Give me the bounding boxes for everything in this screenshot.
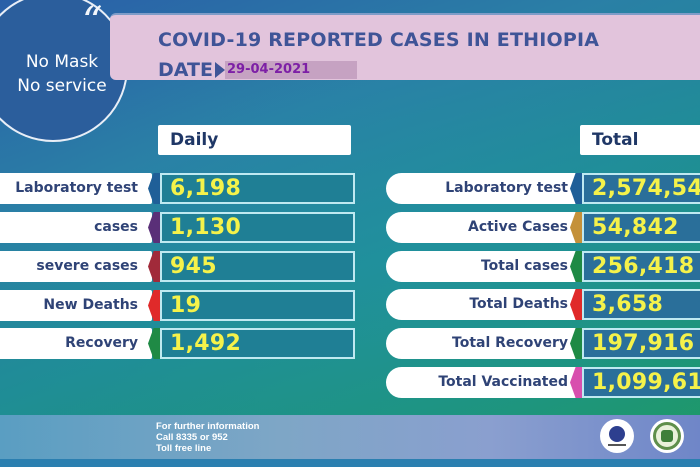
total-header: Total <box>580 125 700 155</box>
play-arrow-icon <box>215 62 225 78</box>
stat-value: 945 <box>160 251 355 282</box>
stat-label: Active Cases <box>386 212 582 243</box>
stat-value: 1,492 <box>160 328 355 359</box>
stat-label: Total Recovery <box>386 328 582 359</box>
stat-label: cases <box>0 212 152 243</box>
stat-label: severe cases <box>0 251 152 282</box>
stat-label: Laboratory test <box>386 173 582 204</box>
stat-value: 2,574,544 <box>582 173 700 204</box>
ephi-logo-icon <box>600 419 634 453</box>
stat-value: 19 <box>160 290 355 321</box>
stat-value: 256,418 <box>582 251 700 282</box>
contact-line-2: Call 8335 or 952 <box>156 432 228 443</box>
stat-label: New Deaths <box>0 290 152 321</box>
title-banner: COVID-19 REPORTED CASES IN ETHIOPIA DATE… <box>110 13 700 81</box>
date-label: DATE <box>158 59 213 81</box>
contact-line-1: For further information <box>156 421 260 432</box>
quote-mark-icon: “ <box>82 0 103 45</box>
stat-value: 1,099,614 <box>582 367 700 398</box>
stat-label: Total Deaths <box>386 289 582 320</box>
bottom-strip <box>0 459 700 467</box>
daily-header: Daily <box>158 125 351 155</box>
footer-bar: For further information Call 8335 or 952… <box>0 415 700 459</box>
ministry-of-health-logo-icon <box>650 419 684 453</box>
stat-value: 6,198 <box>160 173 355 204</box>
stat-value: 197,916 <box>582 328 700 359</box>
report-date: 29-04-2021 <box>225 61 357 79</box>
contact-info: For further information Call 8335 or 952… <box>156 421 259 454</box>
slogan-badge: No Mask No service <box>0 0 128 142</box>
slogan-line-2: No service <box>17 76 107 96</box>
stat-label: Laboratory test <box>0 173 152 204</box>
stat-value: 54,842 <box>582 212 700 243</box>
slogan-line-1: No Mask <box>25 52 99 72</box>
contact-line-3: Toll free line <box>156 443 212 454</box>
stat-label: Total cases <box>386 251 582 282</box>
stat-label: Recovery <box>0 328 152 359</box>
stat-label: Total Vaccinated <box>386 367 582 398</box>
stat-value: 3,658 <box>582 289 700 320</box>
stat-value: 1,130 <box>160 212 355 243</box>
page-title: COVID-19 REPORTED CASES IN ETHIOPIA <box>158 29 600 51</box>
